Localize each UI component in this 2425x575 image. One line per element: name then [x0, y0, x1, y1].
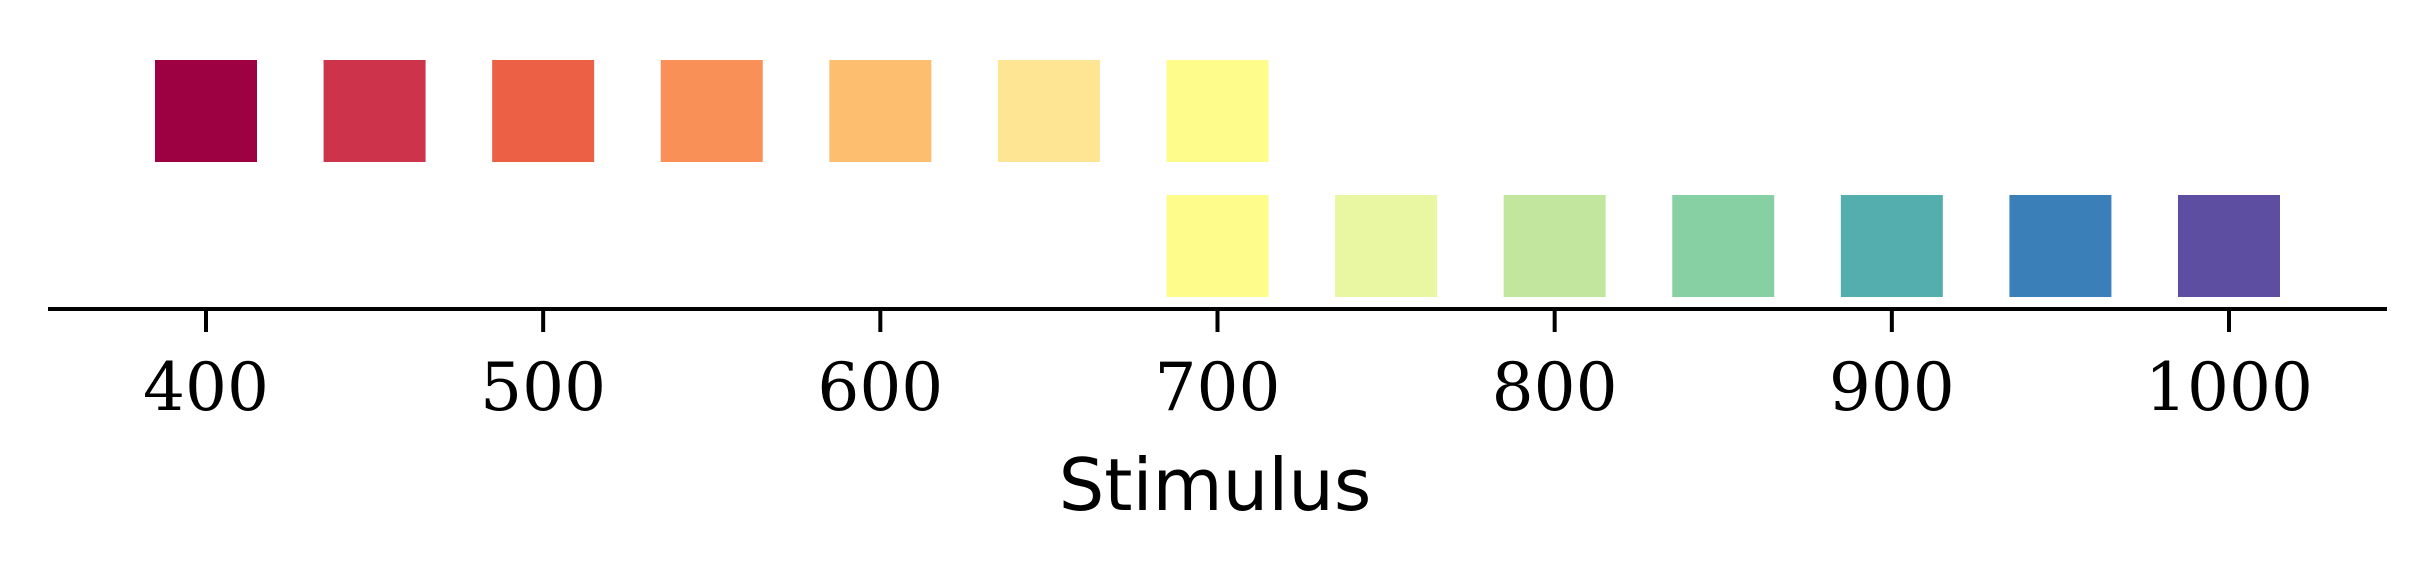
marker-row1-750 — [1335, 195, 1438, 297]
x-axis-title: Stimulus — [1059, 443, 1372, 527]
marker-row2-650 — [997, 60, 1100, 162]
x-axis-ticks: 400 500 600 700 800 900 1000 — [143, 309, 2313, 426]
x-tick-label-900: 900 — [1829, 349, 1955, 426]
marker-row1-950 — [2009, 195, 2112, 297]
x-tick-label-700: 700 — [1155, 349, 1281, 426]
marker-row1-900 — [1840, 195, 1943, 297]
marker-row2-700 — [1166, 60, 1269, 162]
marker-row1-800 — [1503, 195, 1606, 297]
marker-row1-1000 — [2178, 195, 2280, 297]
marker-layer — [155, 60, 2280, 297]
marker-row2-450 — [323, 60, 426, 162]
x-tick-label-600: 600 — [817, 349, 943, 426]
marker-row1-850 — [1672, 195, 1775, 297]
marker-row1-700 — [1166, 195, 1269, 297]
marker-row2-550 — [660, 60, 763, 162]
x-tick-label-400: 400 — [143, 349, 269, 426]
marker-row2-600 — [829, 60, 932, 162]
marker-row2-400 — [155, 60, 257, 162]
x-tick-label-500: 500 — [480, 349, 606, 426]
x-tick-label-800: 800 — [1492, 349, 1618, 426]
x-tick-label-1000: 1000 — [2145, 349, 2313, 426]
marker-row2-500 — [492, 60, 595, 162]
